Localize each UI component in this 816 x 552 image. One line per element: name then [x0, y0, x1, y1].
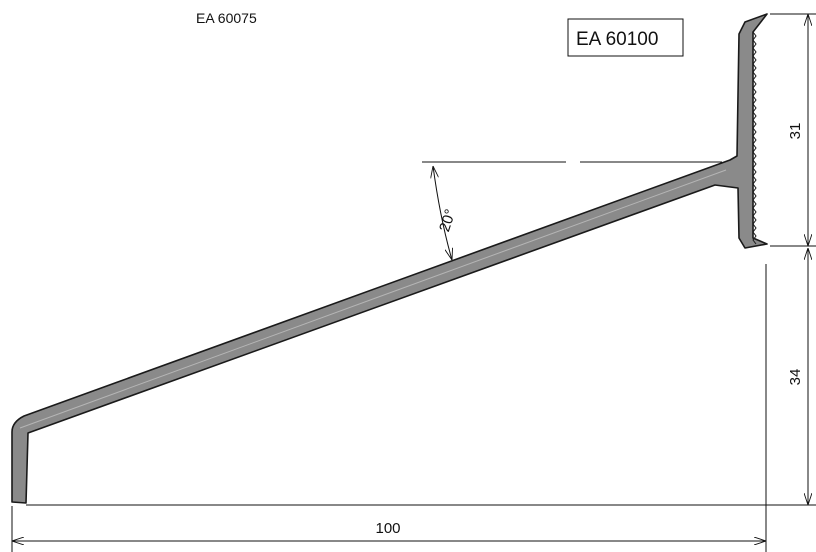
profile-shade-line: [19, 169, 727, 429]
upper-height-value: 31: [787, 123, 804, 140]
angle-arc: [433, 166, 452, 260]
flange-serrations: [752, 31, 757, 245]
sill-profile: [11, 13, 768, 504]
old-code-label: EA 60075: [196, 10, 257, 26]
new-code-box: [567, 18, 684, 57]
lower-height-value: 34: [787, 369, 804, 386]
width-value: 100: [375, 520, 400, 537]
angle-value: 20°: [436, 207, 459, 234]
new-code-label: EA 60100: [576, 29, 658, 50]
